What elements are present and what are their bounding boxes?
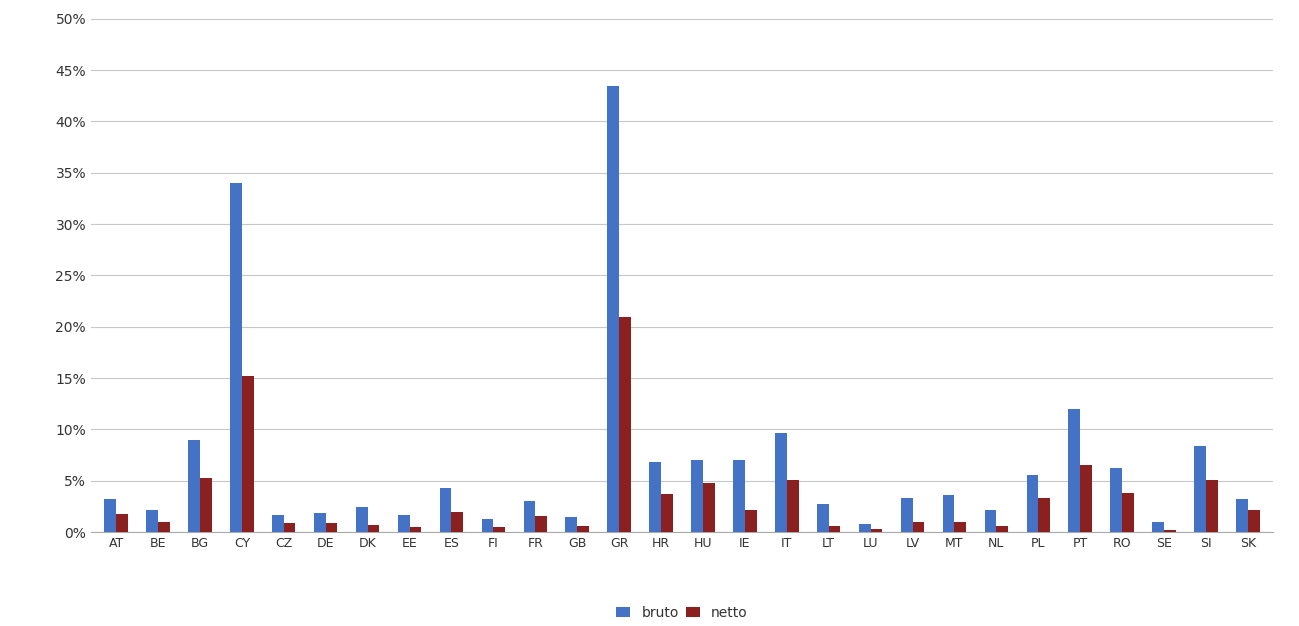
- Bar: [900, 498, 912, 532]
- Bar: [326, 523, 338, 532]
- Bar: [1164, 530, 1176, 532]
- Bar: [817, 505, 829, 532]
- Bar: [523, 501, 535, 532]
- Bar: [703, 483, 714, 532]
- Bar: [691, 460, 703, 532]
- Bar: [1038, 498, 1050, 532]
- Bar: [1081, 465, 1092, 532]
- Bar: [996, 526, 1008, 532]
- Bar: [158, 522, 170, 532]
- Bar: [116, 513, 127, 532]
- Bar: [104, 500, 116, 532]
- Bar: [188, 439, 200, 532]
- Bar: [200, 478, 212, 532]
- Bar: [439, 488, 452, 532]
- Bar: [494, 527, 505, 532]
- Bar: [482, 519, 494, 532]
- Bar: [829, 526, 840, 532]
- Bar: [577, 526, 588, 532]
- Bar: [271, 515, 283, 532]
- Bar: [230, 183, 242, 532]
- Bar: [912, 522, 925, 532]
- Bar: [787, 480, 799, 532]
- Bar: [870, 529, 882, 532]
- Bar: [147, 510, 158, 532]
- Bar: [733, 460, 744, 532]
- Bar: [776, 433, 787, 532]
- Bar: [1026, 475, 1038, 532]
- Bar: [985, 510, 996, 532]
- Bar: [943, 495, 955, 532]
- Bar: [661, 494, 673, 532]
- Bar: [955, 522, 966, 532]
- Bar: [535, 516, 547, 532]
- Bar: [744, 510, 756, 532]
- Bar: [409, 527, 421, 532]
- Bar: [368, 525, 379, 532]
- Bar: [283, 523, 295, 532]
- Bar: [1194, 446, 1205, 532]
- Bar: [397, 515, 409, 532]
- Legend: bruto, netto: bruto, netto: [617, 606, 747, 620]
- Bar: [1248, 510, 1260, 532]
- Bar: [356, 508, 368, 532]
- Bar: [1152, 522, 1164, 532]
- Bar: [565, 516, 577, 532]
- Bar: [650, 462, 661, 532]
- Bar: [608, 86, 620, 532]
- Bar: [242, 376, 253, 532]
- Bar: [859, 524, 870, 532]
- Bar: [1069, 409, 1081, 532]
- Bar: [1111, 468, 1122, 532]
- Bar: [1237, 500, 1248, 532]
- Bar: [452, 511, 464, 532]
- Bar: [620, 317, 631, 532]
- Bar: [314, 513, 326, 532]
- Bar: [1205, 480, 1217, 532]
- Bar: [1122, 493, 1134, 532]
